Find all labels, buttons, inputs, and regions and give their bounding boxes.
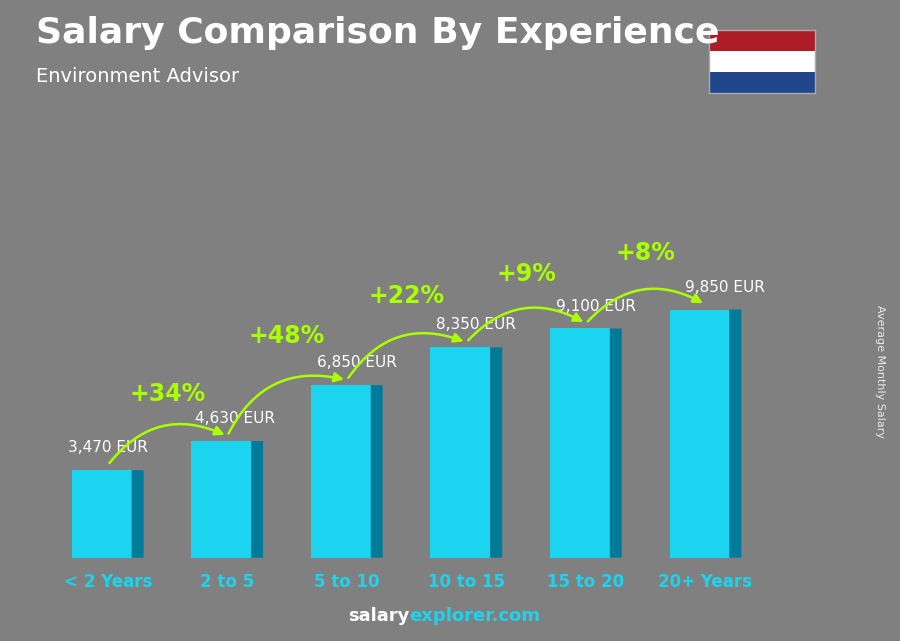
Text: 15 to 20: 15 to 20 <box>547 572 625 590</box>
Text: salary: salary <box>348 607 410 625</box>
Polygon shape <box>131 470 144 558</box>
Text: < 2 Years: < 2 Years <box>64 572 152 590</box>
Text: 4,630 EUR: 4,630 EUR <box>195 411 275 426</box>
Text: Environment Advisor: Environment Advisor <box>36 67 239 87</box>
Text: 5 to 10: 5 to 10 <box>314 572 380 590</box>
Polygon shape <box>310 385 371 558</box>
Text: 20+ Years: 20+ Years <box>659 572 752 590</box>
Text: Average Monthly Salary: Average Monthly Salary <box>875 305 886 438</box>
Bar <box>709 72 815 93</box>
Text: 9,100 EUR: 9,100 EUR <box>556 299 636 313</box>
Polygon shape <box>72 470 131 558</box>
Bar <box>709 30 815 51</box>
Polygon shape <box>192 441 251 558</box>
Polygon shape <box>430 347 491 558</box>
Text: 3,470 EUR: 3,470 EUR <box>68 440 148 455</box>
Text: 9,850 EUR: 9,850 EUR <box>685 279 765 295</box>
Text: +9%: +9% <box>496 262 556 287</box>
Polygon shape <box>610 328 622 558</box>
Polygon shape <box>670 310 729 558</box>
Bar <box>709 51 815 72</box>
Text: +48%: +48% <box>249 324 325 348</box>
Text: explorer.com: explorer.com <box>410 607 541 625</box>
Text: Salary Comparison By Experience: Salary Comparison By Experience <box>36 16 719 50</box>
Text: 10 to 15: 10 to 15 <box>428 572 505 590</box>
Polygon shape <box>729 310 742 558</box>
Polygon shape <box>550 328 610 558</box>
Text: +8%: +8% <box>616 241 676 265</box>
Text: 2 to 5: 2 to 5 <box>200 572 255 590</box>
Text: +22%: +22% <box>368 283 445 308</box>
Polygon shape <box>371 385 382 558</box>
Polygon shape <box>251 441 263 558</box>
Text: 6,850 EUR: 6,850 EUR <box>317 355 397 370</box>
Polygon shape <box>491 347 502 558</box>
Text: +34%: +34% <box>130 382 205 406</box>
Text: 8,350 EUR: 8,350 EUR <box>436 317 517 333</box>
